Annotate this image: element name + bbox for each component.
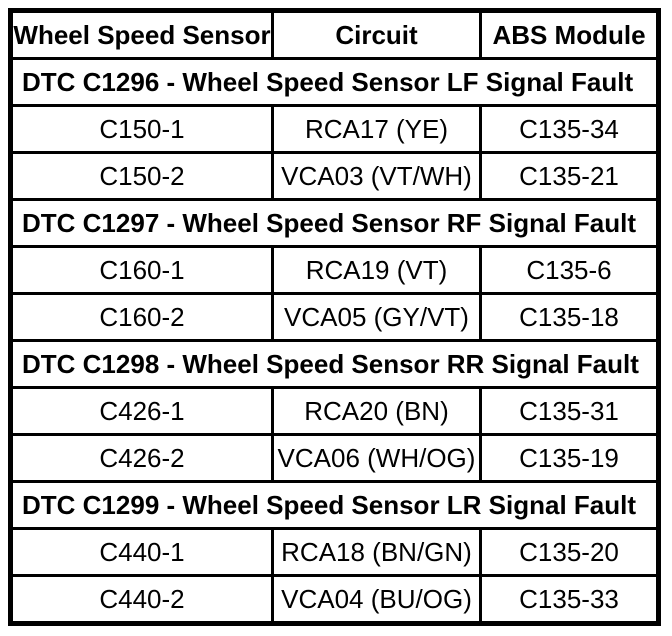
table-row: C150-1 RCA17 (YE) C135-34 <box>9 104 660 154</box>
dtc-section-title: DTC C1296 - Wheel Speed Sensor LF Signal… <box>9 57 660 107</box>
table-body: DTC C1296 - Wheel Speed Sensor LF Signal… <box>9 57 660 625</box>
table-row: C426-1 RCA20 (BN) C135-31 <box>9 386 660 436</box>
dtc-section-title: DTC C1297 - Wheel Speed Sensor RF Signal… <box>9 198 660 248</box>
cell-abs-module: C135-33 <box>479 574 660 625</box>
table-header-row: Wheel Speed Sensor Circuit ABS Module <box>9 9 660 60</box>
cell-wheel-speed-sensor: C160-1 <box>9 245 274 295</box>
cell-circuit: VCA04 (BU/OG) <box>271 574 482 625</box>
cell-circuit: RCA18 (BN/GN) <box>271 527 482 577</box>
dtc-section-header-row: DTC C1297 - Wheel Speed Sensor RF Signal… <box>9 198 660 248</box>
cell-wheel-speed-sensor: C150-1 <box>9 104 274 154</box>
cell-abs-module: C135-21 <box>479 151 660 201</box>
cell-wheel-speed-sensor: C160-2 <box>9 292 274 342</box>
table-row: C160-2 VCA05 (GY/VT) C135-18 <box>9 292 660 342</box>
cell-circuit: RCA17 (YE) <box>271 104 482 154</box>
cell-wheel-speed-sensor: C440-1 <box>9 527 274 577</box>
cell-wheel-speed-sensor: C426-2 <box>9 433 274 483</box>
column-header-wheel-speed-sensor: Wheel Speed Sensor <box>9 9 274 60</box>
dtc-section-header-row: DTC C1296 - Wheel Speed Sensor LF Signal… <box>9 57 660 107</box>
cell-circuit: RCA20 (BN) <box>271 386 482 436</box>
cell-circuit: VCA03 (VT/WH) <box>271 151 482 201</box>
cell-circuit: RCA19 (VT) <box>271 245 482 295</box>
cell-circuit: VCA06 (WH/OG) <box>271 433 482 483</box>
cell-wheel-speed-sensor: C150-2 <box>9 151 274 201</box>
wheel-speed-sensor-dtc-table: Wheel Speed Sensor Circuit ABS Module DTC … <box>8 8 661 626</box>
cell-abs-module: C135-31 <box>479 386 660 436</box>
dtc-section-title: DTC C1298 - Wheel Speed Sensor RR Signal… <box>9 339 660 389</box>
cell-wheel-speed-sensor: C426-1 <box>9 386 274 436</box>
cell-abs-module: C135-6 <box>479 245 660 295</box>
cell-circuit: VCA05 (GY/VT) <box>271 292 482 342</box>
cell-abs-module: C135-19 <box>479 433 660 483</box>
table-row: C426-2 VCA06 (WH/OG) C135-19 <box>9 433 660 483</box>
dtc-section-header-row: DTC C1298 - Wheel Speed Sensor RR Signal… <box>9 339 660 389</box>
column-header-abs-module: ABS Module <box>479 9 660 60</box>
cell-abs-module: C135-20 <box>479 527 660 577</box>
header-row: Wheel Speed Sensor Circuit ABS Module <box>9 9 660 60</box>
table-row: C440-2 VCA04 (BU/OG) C135-33 <box>9 574 660 625</box>
cell-abs-module: C135-34 <box>479 104 660 154</box>
column-header-circuit: Circuit <box>271 9 482 60</box>
cell-abs-module: C135-18 <box>479 292 660 342</box>
dtc-section-header-row: DTC C1299 - Wheel Speed Sensor LR Signal… <box>9 480 660 530</box>
cell-wheel-speed-sensor: C440-2 <box>9 574 274 625</box>
table-row: C150-2 VCA03 (VT/WH) C135-21 <box>9 151 660 201</box>
table-row: C160-1 RCA19 (VT) C135-6 <box>9 245 660 295</box>
dtc-section-title: DTC C1299 - Wheel Speed Sensor LR Signal… <box>9 480 660 530</box>
table-row: C440-1 RCA18 (BN/GN) C135-20 <box>9 527 660 577</box>
